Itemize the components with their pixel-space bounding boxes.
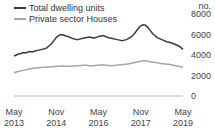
svg-text:2000: 2000 [191, 71, 207, 81]
svg-text:May2019: May2019 [173, 107, 193, 128]
svg-text:4000: 4000 [191, 50, 207, 60]
svg-text:Nov2017: Nov2017 [131, 107, 151, 128]
html-text:Private sector Houses: Private sector Houses [29, 13, 117, 24]
svg-text:Nov2014: Nov2014 [46, 107, 66, 128]
svg-text:6000: 6000 [191, 30, 207, 40]
svg-text:May2016: May2016 [88, 107, 108, 128]
svg-text:0: 0 [191, 91, 196, 101]
html-text:Total dwelling units: Total dwelling units [29, 2, 105, 13]
html-text:no.: no. [198, 1, 211, 11]
svg-text:May2013: May2013 [8, 107, 24, 128]
